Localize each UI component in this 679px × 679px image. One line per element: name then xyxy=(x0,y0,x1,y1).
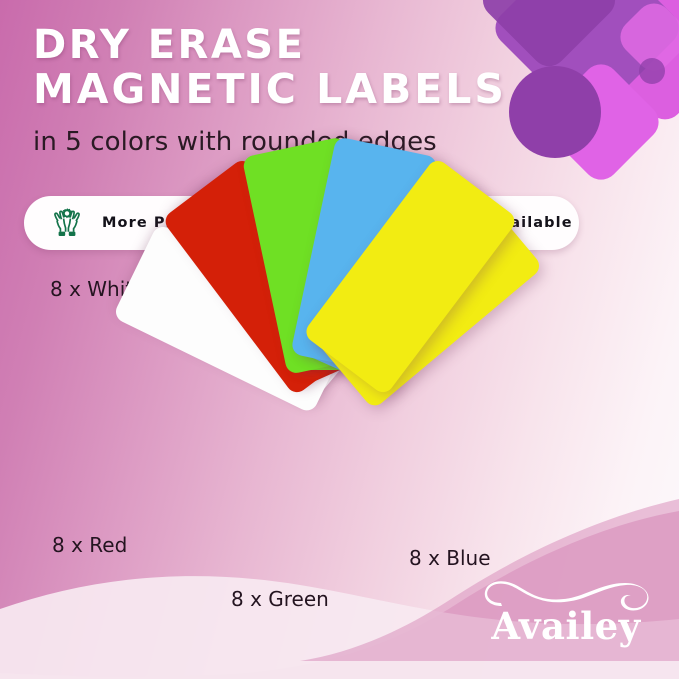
brand-name-text: Availey xyxy=(491,604,641,648)
hands-holding-gear-icon xyxy=(46,204,88,242)
brand-logo: Availey xyxy=(468,576,664,656)
headline-line-2: MAGNETIC LABELS xyxy=(33,65,507,114)
swoosh-flourish-icon xyxy=(484,581,649,611)
caption-red: 8 x Red xyxy=(52,533,128,557)
headline-block: DRY ERASE MAGNETIC LABELS in 5 colors wi… xyxy=(33,22,507,157)
headline-line-1: DRY ERASE xyxy=(33,22,306,68)
caption-blue: 8 x Blue xyxy=(409,546,491,570)
caption-green: 8 x Green xyxy=(231,587,329,611)
